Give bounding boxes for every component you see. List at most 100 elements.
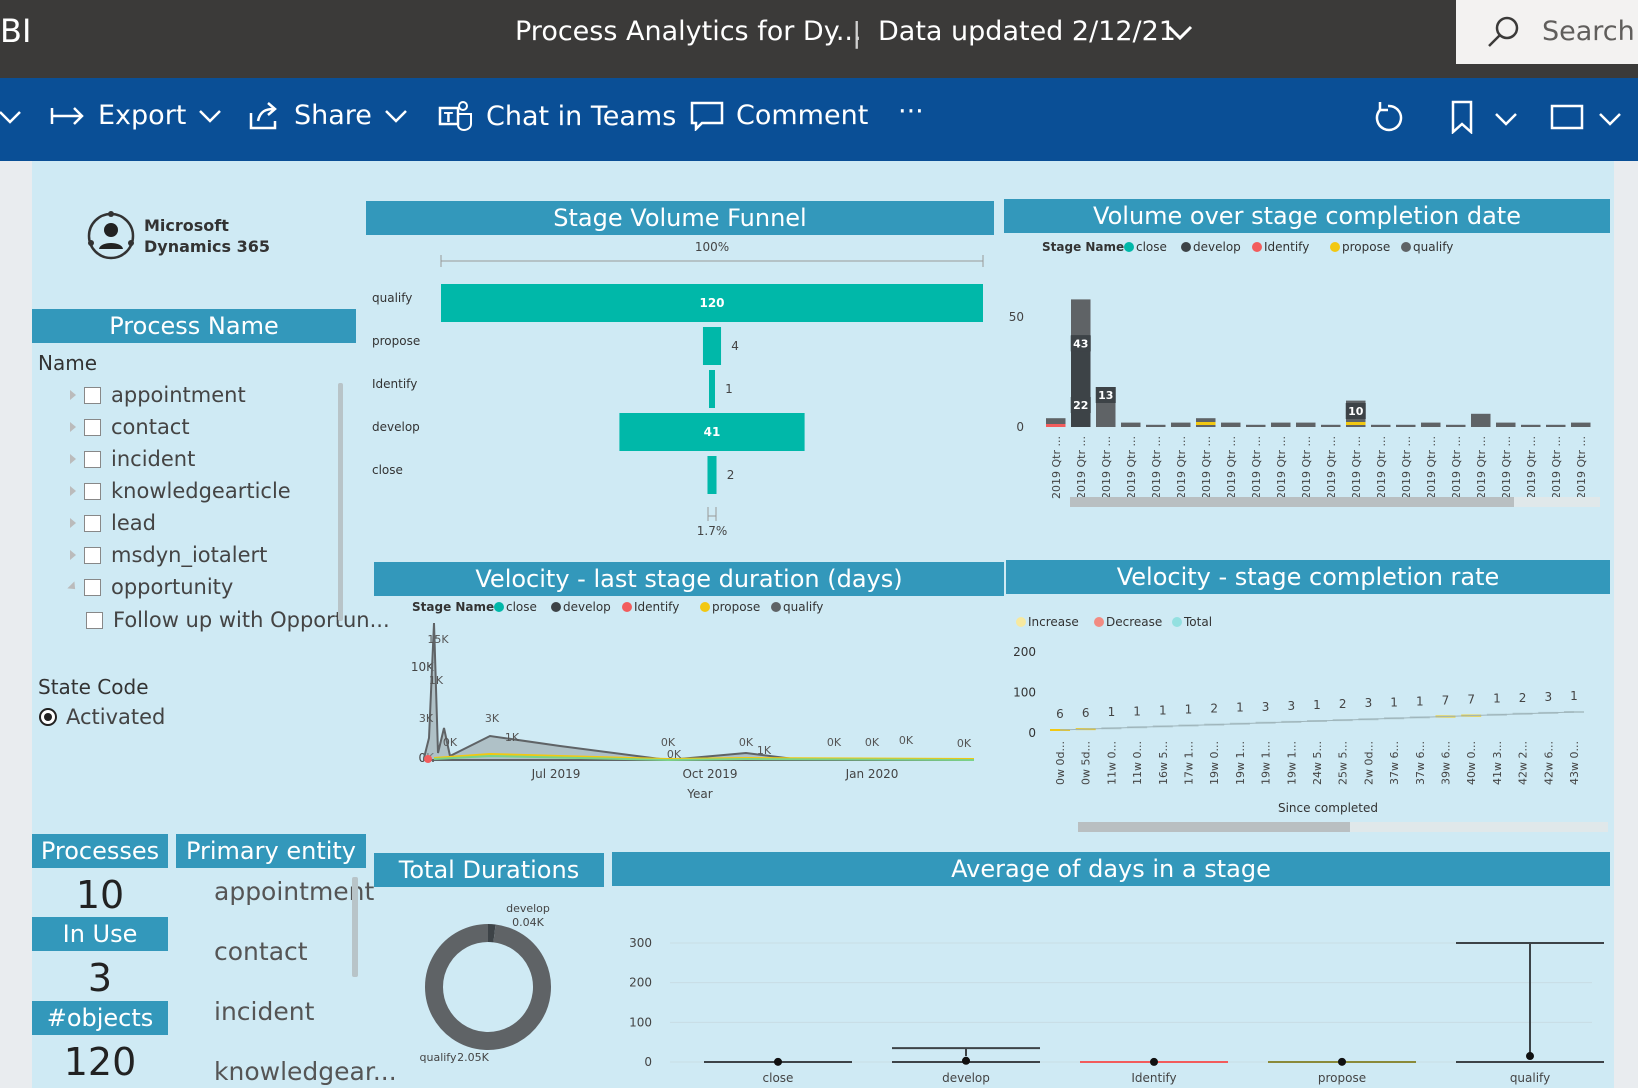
state-code-option-activated[interactable]: Activated — [38, 705, 165, 729]
avg-y-tick: 200 — [629, 976, 652, 990]
export-button[interactable]: Export — [50, 100, 222, 131]
funnel-bar-value: 2 — [727, 468, 735, 482]
velrate-y-tick: 100 — [1013, 686, 1036, 700]
velrate-legend-item: Total — [1183, 615, 1212, 629]
primary-entity-item[interactable]: incident — [214, 997, 315, 1026]
slicer-item-msdyn-iotalert[interactable]: msdyn_iotalert — [70, 543, 267, 567]
expand-icon[interactable] — [70, 518, 76, 528]
velrate-legend-marker — [1094, 617, 1104, 627]
volume-bar — [1396, 424, 1416, 427]
avg-y-tick: 300 — [629, 936, 652, 950]
expand-icon[interactable] — [70, 454, 76, 464]
volume-x-tick: 2019 Qtr ... — [1425, 436, 1438, 499]
chevron-down-icon — [385, 109, 407, 123]
share-button[interactable]: Share — [248, 100, 408, 131]
slicer-scrollbar[interactable] — [338, 383, 343, 621]
view-icon[interactable] — [1550, 104, 1584, 130]
velrate-x-tick: 37w 6... — [1388, 741, 1401, 785]
search-icon — [1488, 16, 1519, 47]
funnel-bar — [702, 327, 722, 365]
expand-icon[interactable] — [70, 486, 76, 496]
slicer-item-label: appointment — [111, 383, 246, 407]
data-updated-label[interactable]: Data updated 2/12/21 — [878, 16, 1176, 47]
more-options-button[interactable]: ··· — [898, 96, 924, 127]
checkbox[interactable] — [84, 386, 101, 404]
velrate-value-label: 1 — [1108, 705, 1116, 719]
checkbox[interactable] — [84, 418, 101, 436]
chat-in-teams-button[interactable]: T Chat in Teams — [438, 100, 676, 132]
volume-legend-item: develop — [1193, 240, 1241, 254]
checkbox[interactable] — [84, 514, 101, 532]
search-placeholder: Search — [1542, 16, 1635, 47]
slicer-item-knowledgearticle[interactable]: knowledgearticle — [70, 479, 291, 503]
expand-icon[interactable] — [70, 550, 76, 560]
checkbox[interactable] — [84, 578, 101, 596]
volume-x-tick: 2019 Qtr ... — [1200, 436, 1213, 499]
slicer-item-lead[interactable]: lead — [70, 511, 156, 535]
chevron-down-icon[interactable] — [1598, 110, 1622, 128]
chevron-down-icon[interactable] — [1165, 20, 1195, 44]
volume-data-label: 22 — [1073, 399, 1088, 412]
comment-button[interactable]: Comment — [690, 100, 868, 131]
velrate-x-tick: 25w 5... — [1337, 741, 1350, 785]
volume-x-tick: 2019 Qtr ... — [1250, 436, 1263, 499]
veldur-point-label: 0K — [667, 748, 682, 761]
search-box[interactable]: Search — [1456, 0, 1638, 64]
avg-point — [1526, 1052, 1534, 1061]
stage-volume-funnel-chart[interactable]: 100% qualify 120 propose 4 Identify 1 develop 41… — [366, 237, 996, 537]
slicer-item-opportunity[interactable]: opportunity — [67, 575, 233, 599]
primary-entity-scrollbar[interactable] — [352, 877, 358, 977]
volume-x-tick: 2019 Qtr ... — [1450, 436, 1463, 499]
avg-y-tick: 0 — [644, 1055, 652, 1069]
app-brand[interactable]: BI — [0, 12, 32, 50]
avg-days-chart[interactable]: 0 100 200 300 close develop Identify propose qua… — [612, 888, 1612, 1088]
volume-data-label-bg — [1095, 387, 1116, 403]
velrate-x-tick: 11w 0... — [1105, 741, 1118, 785]
chevron-down-icon[interactable] — [0, 108, 22, 128]
funnel-category-label: propose — [372, 334, 420, 348]
chevron-down-icon[interactable] — [1494, 110, 1518, 128]
primary-entity-item[interactable]: appointment — [214, 877, 375, 906]
volume-bar-segment — [1346, 422, 1366, 425]
expand-icon[interactable] — [70, 390, 76, 400]
velocity-rate-chart[interactable]: Increase Decrease Total 0 100 200 6 0w 0d... 6 0w… — [1006, 596, 1610, 836]
velrate-value-label: 7 — [1442, 694, 1450, 708]
funnel-bar — [707, 456, 717, 494]
reset-icon[interactable] — [1372, 100, 1404, 134]
primary-entity-item[interactable]: contact — [214, 937, 308, 966]
slicer-item-appointment[interactable]: appointment — [70, 383, 246, 407]
app-header: BI Process Analytics for Dy... | Data up… — [0, 0, 1638, 78]
velrate-x-tick: 0w 0d... — [1054, 741, 1067, 785]
checkbox[interactable] — [84, 450, 101, 468]
velrate-x-tick: 17w 1... — [1183, 741, 1196, 785]
chevron-down-icon — [199, 109, 222, 123]
checkbox[interactable] — [84, 482, 101, 500]
expand-icon[interactable] — [67, 581, 79, 593]
volume-bar-segment — [1196, 422, 1216, 425]
slicer-item-incident[interactable]: incident — [70, 447, 195, 471]
primary-entity-item[interactable]: knowledgear... — [214, 1057, 397, 1086]
checkbox[interactable] — [86, 611, 103, 629]
volume-over-date-chart[interactable]: Stage Name close develop Identify propose qua… — [1004, 235, 1610, 525]
volume-x-tick: 2019 Qtr ... — [1575, 436, 1588, 499]
report-title[interactable]: Process Analytics for Dy... — [515, 16, 862, 47]
velocity-duration-chart[interactable]: Stage Name close develop Identify propose qua… — [374, 598, 1014, 838]
volume-x-tick: 2019 Qtr ... — [1275, 436, 1288, 499]
checkbox[interactable] — [84, 546, 101, 564]
donut-label: develop — [506, 902, 550, 915]
avg-x-tick: close — [763, 1071, 794, 1085]
bookmark-icon[interactable] — [1450, 100, 1474, 134]
velrate-value-label: 1 — [1570, 689, 1578, 703]
volume-x-tick: 2019 Qtr ... — [1375, 436, 1388, 499]
veldur-point-label: 1K — [505, 731, 520, 744]
slicer-item-label: knowledgearticle — [111, 479, 291, 503]
expand-icon[interactable] — [70, 422, 76, 432]
state-code-value: Activated — [66, 705, 166, 729]
volume-bar — [1421, 422, 1441, 427]
slicer-item-contact[interactable]: contact — [70, 415, 190, 439]
velrate-legend-item: Decrease — [1106, 615, 1162, 629]
donut-value-label: 2.05K — [457, 1051, 489, 1064]
volume-chart-title: Volume over stage completion date — [1004, 199, 1610, 233]
slicer-item-opportunity-child[interactable]: Follow up with Opportun... — [70, 608, 390, 632]
